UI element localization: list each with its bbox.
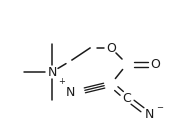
Text: −: − <box>156 103 163 112</box>
Text: O: O <box>106 41 116 55</box>
Text: N: N <box>66 86 75 98</box>
Text: N: N <box>47 66 57 78</box>
Text: N: N <box>144 107 154 121</box>
Text: C: C <box>123 92 131 105</box>
Text: O: O <box>150 57 160 71</box>
Text: +: + <box>58 76 66 86</box>
